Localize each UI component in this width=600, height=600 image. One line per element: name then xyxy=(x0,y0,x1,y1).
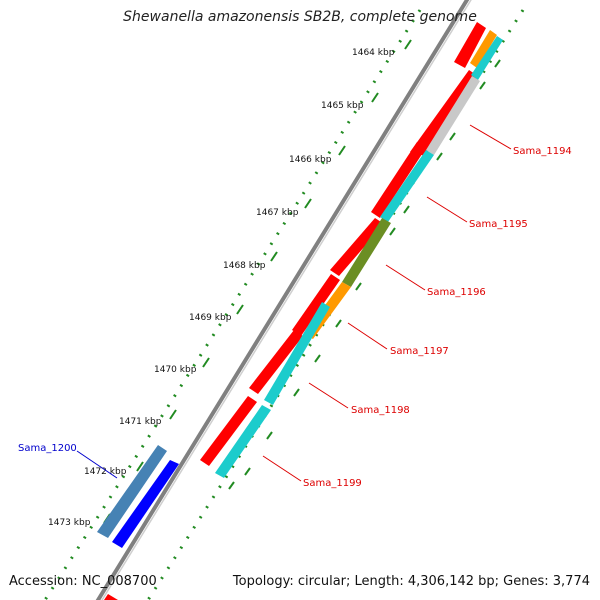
second-track-genes xyxy=(215,30,503,478)
tick-label: 1466 kbp xyxy=(289,155,332,165)
gene-label-sama-1199: Sama_1199 xyxy=(303,478,362,489)
gene-red xyxy=(292,274,340,336)
tick-label: 1473 kbp xyxy=(48,518,91,528)
genome-backbone-shadow xyxy=(101,0,472,600)
tick-label: 1468 kbp xyxy=(223,261,266,271)
genome-backbone xyxy=(95,0,470,600)
tick-label: 1464 kbp xyxy=(352,48,395,58)
tick-label: 1471 kbp xyxy=(119,417,162,427)
gene-cyan xyxy=(215,405,271,478)
tick-label: 1469 kbp xyxy=(189,313,232,323)
gene-red xyxy=(410,70,478,156)
gene-cyan xyxy=(471,36,503,80)
gc-track-left xyxy=(43,9,422,600)
forward-genes xyxy=(104,22,486,600)
gene-red xyxy=(371,142,426,218)
gene-blue xyxy=(112,460,179,548)
gene-orange xyxy=(470,30,497,68)
genome-summary-text: Topology: circular; Length: 4,306,142 bp… xyxy=(232,574,590,589)
tick-label: 1467 kbp xyxy=(256,208,299,218)
gene-steel xyxy=(97,445,167,538)
ruler-ticks xyxy=(103,39,412,524)
gene-label-sama-1198: Sama_1198 xyxy=(351,405,410,416)
right-track-ticks xyxy=(228,59,501,490)
gene-label-sama-1194: Sama_1194 xyxy=(513,146,572,157)
leader-lines xyxy=(76,124,512,482)
gene-label-sama-1197: Sama_1197 xyxy=(390,346,449,357)
accession-text: Accession: NC_008700 xyxy=(9,574,157,589)
gene-red xyxy=(330,218,384,276)
gene-cyan xyxy=(380,150,434,222)
gene-olive xyxy=(342,218,391,287)
gene-label-sama-1195: Sama_1195 xyxy=(469,219,528,230)
gene-red xyxy=(249,330,303,394)
map-title: Shewanella amazonensis SB2B, complete ge… xyxy=(123,9,477,25)
gene-gray xyxy=(426,76,480,155)
gene-label-sama-1196: Sama_1196 xyxy=(427,287,486,298)
tick-label: 1472 kbp xyxy=(84,467,127,477)
gene-red-bottom xyxy=(104,594,118,600)
reverse-genes xyxy=(97,445,179,548)
gene-red xyxy=(454,22,486,68)
gene-label-sama-1200: Sama_1200 xyxy=(18,443,77,454)
gene-cyan xyxy=(264,302,330,405)
tick-label: 1465 kbp xyxy=(321,101,364,111)
tick-label: 1470 kbp xyxy=(154,365,197,375)
gene-red xyxy=(200,396,257,466)
